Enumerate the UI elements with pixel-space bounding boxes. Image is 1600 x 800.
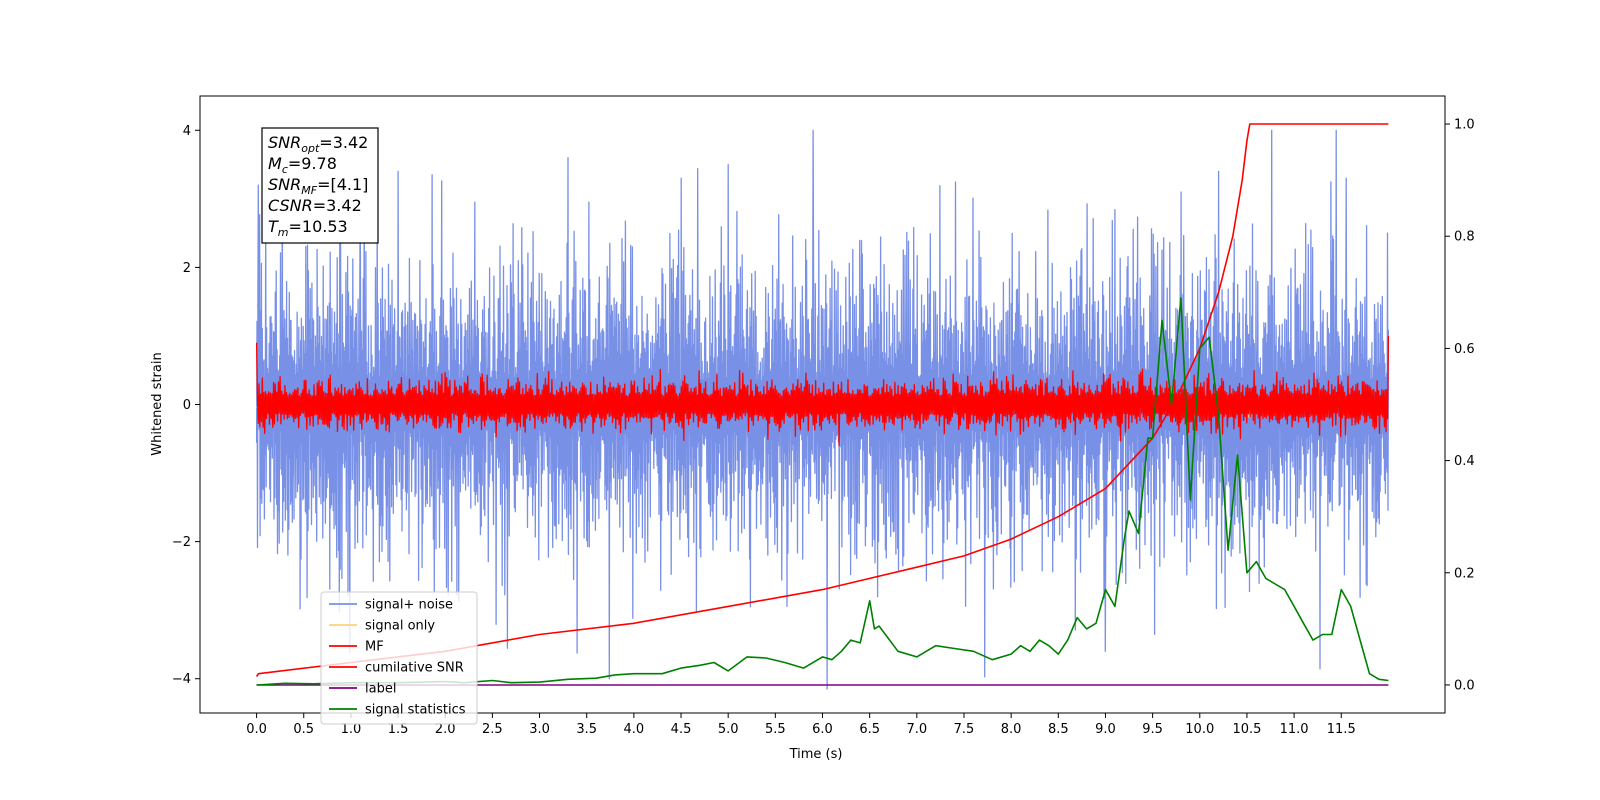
legend-label-signal-noise: signal+ noise [365,598,453,613]
x-tick-label: 3.0 [529,722,550,737]
y-tick-label: −2 [172,535,191,550]
x-tick-label: 5.0 [718,722,739,737]
y2-tick-label: 1.0 [1454,118,1475,133]
annotation-line: Tm=10.53 [268,217,348,239]
x-tick-label: 0.0 [246,722,267,737]
y2-tick-label: 0.4 [1454,454,1475,469]
x-tick-label: 2.5 [482,722,503,737]
y2-tick-label: 0.2 [1454,566,1475,581]
y-tick-label: 4 [183,124,191,139]
y2-tick-label: 0.8 [1454,230,1475,245]
x-tick-label: 10.0 [1185,722,1214,737]
y2-tick-label: 0.0 [1454,678,1475,693]
annotation-line: SNRopt=3.42 [268,133,368,155]
annotation-line: Mc=9.78 [268,154,337,176]
x-tick-label: 5.5 [765,722,786,737]
x-tick-label: 1.0 [341,722,362,737]
x-tick-label: 6.5 [859,722,880,737]
x-tick-label: 11.5 [1327,722,1356,737]
legend-frame [320,591,478,725]
y-tick-label: 2 [183,261,191,276]
x-tick-label: 8.0 [1001,722,1022,737]
x-tick-label: 4.5 [671,722,692,737]
x-tick-label: 10.5 [1232,722,1261,737]
axes: 0.0 0.5 1.0 1.5 2.0 2.5 3.0 3.5 4.0 4.5 5.0 5.5 6.0 6… [172,95,1475,737]
y2-tick-label: 0.6 [1454,342,1475,357]
annotation-frame [261,127,379,244]
legend-label-mf: MF [365,640,384,655]
x-tick-label: 2.0 [435,722,456,737]
x-tick-label: 4.0 [624,722,645,737]
series-line-cumilative-snr [255,123,1389,677]
y-tick-label: −4 [172,672,191,687]
x-tick-label: 8.5 [1048,722,1069,737]
series-line-signal-statistics [256,297,1389,686]
legend: signal+ noise signal only MF cumilative SNR… [320,591,478,725]
x-tick-label: 7.0 [906,722,927,737]
x-tick-label: 7.5 [954,722,975,737]
x-axis-label: Time (s) [789,747,843,762]
x-tick-label: 9.0 [1095,722,1116,737]
y-axis-label: Whitened strain [150,352,165,455]
legend-label-signal-statistics: signal statistics [365,703,466,718]
x-tick-label: 6.0 [812,722,833,737]
x-tick-label: 9.5 [1142,722,1163,737]
y-tick-label: 0 [183,398,191,413]
x-tick-label: 3.5 [576,722,597,737]
legend-label-label: label [365,682,396,697]
x-tick-label: 11.0 [1280,722,1309,737]
x-tick-label: 0.5 [293,722,314,737]
series-line-mf [255,335,1390,447]
legend-label-signal-only: signal only [365,619,435,634]
x-tick-label: 1.5 [388,722,409,737]
annotation-line: SNRMF=[4.1] [268,175,368,197]
annotation-line: CSNR=3.42 [268,196,362,215]
legend-label-cumilative-snr: cumilative SNR [365,661,464,676]
